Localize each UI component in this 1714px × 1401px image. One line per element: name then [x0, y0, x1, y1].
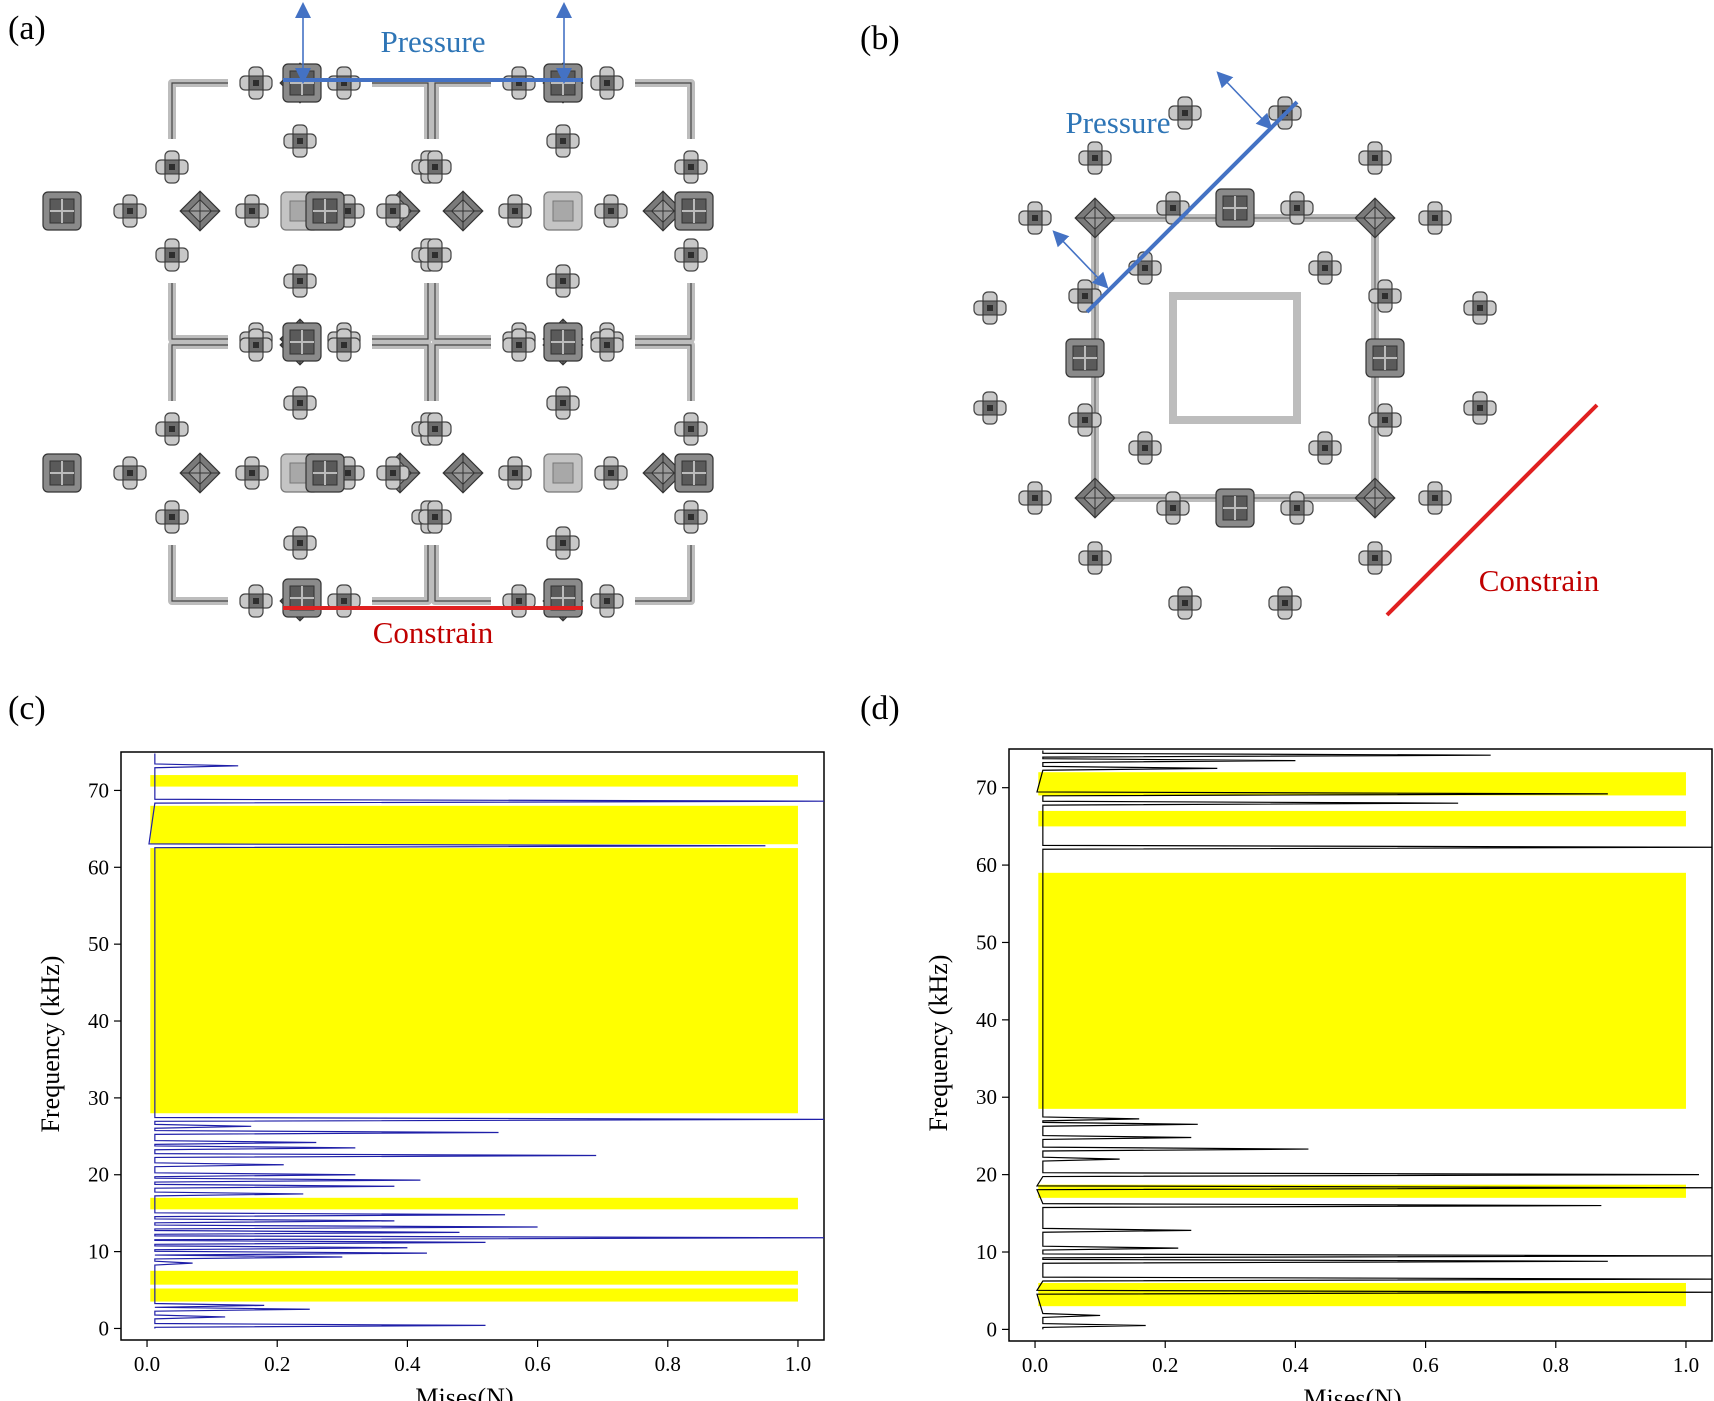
- response-curve-d: [1035, 750, 1713, 1330]
- x-tick-label-c-4: 0.8: [655, 1352, 681, 1376]
- band-gap-c-1: [150, 1270, 798, 1285]
- band-gap-d-4: [1038, 772, 1686, 796]
- y-axis-label-c: Frequency (kHz): [36, 956, 65, 1133]
- band-gap-c-3: [150, 848, 798, 1114]
- y-tick-label-d-5: 50: [976, 930, 997, 954]
- constrain-label-b: Constrain: [1479, 563, 1600, 598]
- y-tick-label-c-5: 50: [88, 932, 109, 956]
- band-gap-c-5: [150, 775, 798, 787]
- panel-label-c: (c): [8, 690, 46, 727]
- y-tick-label-d-0: 0: [987, 1317, 998, 1341]
- x-tick-label-d-5: 1.0: [1673, 1353, 1699, 1377]
- y-tick-label-c-0: 0: [99, 1316, 110, 1340]
- x-tick-label-d-4: 0.8: [1543, 1353, 1569, 1377]
- constrain-line-b: [1385, 403, 1599, 617]
- panel-a: Pressure Constrain: [43, 2, 714, 650]
- y-tick-label-d-6: 60: [976, 853, 997, 877]
- x-tick-label-d-0: 0.0: [1022, 1353, 1048, 1377]
- pressure-label-b: Pressure: [1065, 105, 1170, 140]
- x-tick-label-c-0: 0.0: [134, 1352, 160, 1376]
- chart-d: 0.0 0.2 0.4 0.6 0.8 1.0 0 10 20 30 40 50 60 70 Mises(N…: [924, 748, 1713, 1401]
- response-curve-c: [148, 753, 825, 1329]
- y-tick-label-d-7: 70: [976, 776, 997, 800]
- x-tick-label-d-3: 0.6: [1412, 1353, 1438, 1377]
- pressure-label-a: Pressure: [380, 24, 485, 59]
- x-tick-label-c-2: 0.4: [394, 1352, 421, 1376]
- x-tick-label-c-5: 1.0: [785, 1352, 811, 1376]
- lattice-structure-b: [973, 96, 1497, 620]
- x-axis-label-c: Mises(N): [415, 1383, 513, 1401]
- x-tick-label-c-1: 0.2: [264, 1352, 290, 1376]
- constrain-label-a: Constrain: [373, 615, 494, 650]
- y-tick-label-c-7: 70: [88, 778, 109, 802]
- y-tick-label-d-2: 20: [976, 1163, 997, 1187]
- y-tick-label-c-6: 60: [88, 855, 109, 879]
- panel-label-a: (a): [8, 10, 46, 47]
- band-gap-d-0: [1038, 1282, 1686, 1307]
- lattice-structure-a: [43, 63, 714, 621]
- pressure-arrow-b-top: [1216, 71, 1273, 130]
- y-tick-label-d-4: 40: [976, 1008, 997, 1032]
- pressure-line-b: [1085, 100, 1299, 314]
- x-tick-label-c-3: 0.6: [524, 1352, 550, 1376]
- band-gap-c-2: [150, 1197, 798, 1210]
- band-gap-d-3: [1038, 810, 1686, 827]
- panel-b: Pressure Constrain: [973, 71, 1600, 620]
- y-axis-label-d: Frequency (kHz): [924, 955, 953, 1132]
- x-tick-label-d-1: 0.2: [1152, 1353, 1178, 1377]
- y-tick-label-c-1: 10: [88, 1240, 109, 1264]
- band-gap-c-0: [150, 1288, 798, 1302]
- band-gap-c-4: [150, 805, 798, 845]
- x-axis-label-d: Mises(N): [1303, 1384, 1401, 1401]
- y-tick-label-d-1: 10: [976, 1240, 997, 1264]
- x-tick-label-d-2: 0.4: [1282, 1353, 1309, 1377]
- pressure-arrow-b-bottom: [1052, 230, 1109, 289]
- y-tick-label-c-4: 40: [88, 1009, 109, 1033]
- y-tick-label-c-2: 20: [88, 1163, 109, 1187]
- panel-label-d: (d): [860, 690, 900, 727]
- y-tick-label-d-3: 30: [976, 1085, 997, 1109]
- panel-label-b: (b): [860, 20, 900, 57]
- chart-c: 0.0 0.2 0.4 0.6 0.8 1.0 0 10 20 30 40 50 60 70 Mises(N…: [36, 751, 825, 1401]
- band-gap-d-2: [1038, 872, 1686, 1109]
- y-tick-label-c-3: 30: [88, 1086, 109, 1110]
